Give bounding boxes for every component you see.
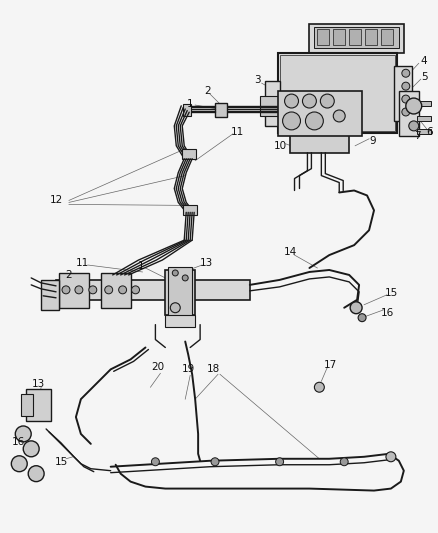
Bar: [365, 29, 377, 45]
Circle shape: [131, 286, 140, 294]
Bar: [417, 101, 431, 106]
Bar: [279, 55, 395, 131]
Text: 1: 1: [187, 99, 194, 109]
Circle shape: [172, 270, 178, 276]
Text: 11: 11: [231, 127, 244, 137]
Circle shape: [119, 286, 127, 294]
Circle shape: [28, 466, 44, 482]
Circle shape: [320, 94, 334, 108]
Bar: [21, 394, 33, 416]
Bar: [165, 314, 195, 327]
Bar: [168, 267, 192, 321]
Text: 14: 14: [284, 247, 297, 257]
Bar: [290, 133, 349, 153]
Bar: [349, 29, 361, 45]
Circle shape: [350, 302, 362, 314]
Text: 20: 20: [151, 362, 164, 373]
Bar: [417, 129, 431, 134]
Text: 10: 10: [274, 141, 287, 151]
Circle shape: [75, 286, 83, 294]
Bar: [56, 280, 250, 300]
Bar: [417, 116, 431, 121]
Bar: [333, 29, 345, 45]
Circle shape: [305, 112, 323, 130]
Circle shape: [11, 456, 27, 472]
Circle shape: [283, 112, 300, 130]
Circle shape: [314, 382, 324, 392]
Circle shape: [402, 108, 410, 116]
Circle shape: [402, 82, 410, 90]
Text: 6: 6: [426, 127, 433, 137]
Circle shape: [152, 458, 159, 466]
Circle shape: [285, 94, 298, 108]
Bar: [314, 27, 399, 49]
Bar: [182, 149, 196, 159]
Bar: [101, 273, 131, 308]
Circle shape: [170, 303, 180, 313]
Text: 12: 12: [49, 196, 63, 205]
Circle shape: [276, 458, 283, 466]
Bar: [26, 389, 51, 421]
Text: 9: 9: [370, 136, 376, 146]
Text: 2: 2: [204, 86, 210, 96]
Bar: [381, 29, 393, 45]
Text: 11: 11: [76, 258, 89, 268]
Circle shape: [386, 452, 396, 462]
Circle shape: [62, 286, 70, 294]
Circle shape: [211, 458, 219, 466]
Bar: [215, 103, 227, 117]
Bar: [165, 270, 195, 314]
Circle shape: [105, 286, 113, 294]
Bar: [278, 53, 397, 133]
Text: 13: 13: [32, 379, 45, 389]
Circle shape: [182, 275, 188, 281]
Bar: [399, 91, 419, 136]
Text: 5: 5: [421, 72, 428, 82]
Text: 16: 16: [12, 437, 25, 447]
Circle shape: [358, 314, 366, 321]
Text: 15: 15: [385, 288, 399, 298]
Text: 2: 2: [66, 270, 72, 280]
Text: 15: 15: [54, 457, 67, 467]
Text: 4: 4: [420, 56, 427, 66]
Bar: [278, 91, 362, 136]
Text: 1: 1: [138, 261, 145, 271]
Text: 16: 16: [381, 308, 395, 318]
Bar: [183, 205, 197, 215]
Circle shape: [402, 69, 410, 77]
Text: 19: 19: [182, 365, 195, 374]
Text: 7: 7: [414, 131, 421, 141]
Circle shape: [340, 458, 348, 466]
Bar: [260, 96, 279, 116]
Bar: [265, 81, 279, 126]
Circle shape: [333, 110, 345, 122]
Bar: [41, 280, 59, 310]
Bar: [59, 273, 89, 308]
Circle shape: [406, 98, 422, 114]
Bar: [309, 23, 404, 53]
Bar: [183, 104, 191, 116]
Circle shape: [15, 426, 31, 442]
Circle shape: [409, 121, 419, 131]
Circle shape: [89, 286, 97, 294]
Text: 3: 3: [254, 75, 261, 85]
Text: 17: 17: [324, 360, 337, 370]
Bar: [394, 66, 412, 121]
Text: 18: 18: [206, 365, 220, 374]
Circle shape: [402, 95, 410, 103]
Text: 13: 13: [199, 258, 213, 268]
Circle shape: [303, 94, 316, 108]
Circle shape: [23, 441, 39, 457]
Bar: [318, 29, 329, 45]
